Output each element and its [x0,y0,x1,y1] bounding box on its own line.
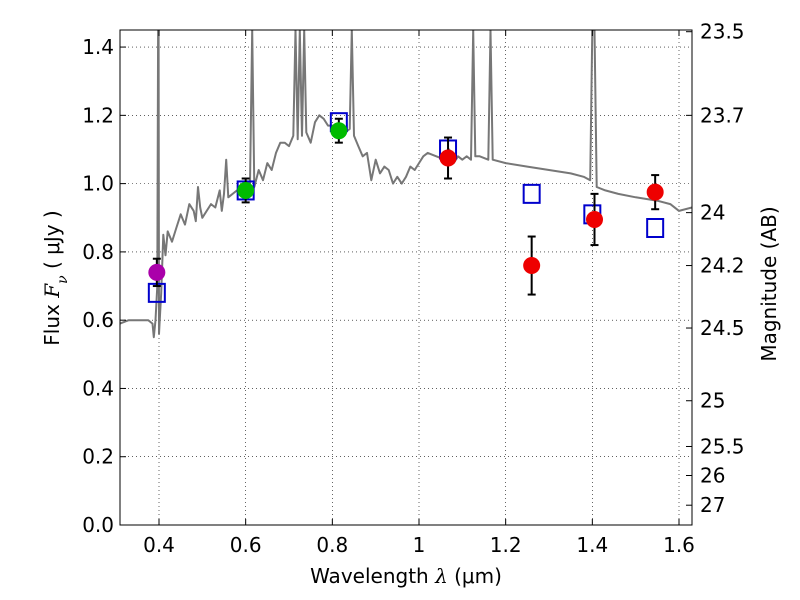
y-tick-label: 0.6 [82,308,114,332]
observed-point [237,181,255,199]
right-tick-label: 23.7 [700,103,745,127]
plot-layer [120,30,692,339]
right-tick-label: 26 [700,464,725,488]
right-tick-label: 24.2 [700,254,745,278]
y-tick-label: 0.2 [82,445,114,469]
observed-point [646,183,664,201]
model-square-marker [522,183,541,204]
y-tick-label: 0.4 [82,376,114,400]
y-tick-label: 1.4 [82,35,114,59]
right-tick-label: 27 [700,493,725,517]
right-tick-label: 25 [700,389,725,413]
x-tick-label: 0.6 [230,533,262,557]
y-axis-title: Flux Fν ( μJy ) [40,210,71,345]
plot-frame [119,29,693,526]
x-tick-label: 0.8 [316,533,348,557]
x-tick-label: 1.2 [490,533,522,557]
observed-point [439,149,457,167]
y-tick-label: 0.8 [82,240,114,264]
observed-point [330,122,348,140]
right-tick-label: 23.5 [700,20,745,44]
right-tick-label: 24 [700,201,725,225]
template-spectrum-line [120,30,692,339]
x-tick-label: 1.4 [576,533,608,557]
observed-point [523,257,541,275]
x-axis-title: Wavelength λ (μm) [310,564,502,588]
x-tick-label: 1 [413,533,426,557]
right-axis-title: Magnitude (AB) [757,206,781,361]
right-tick-label: 24.5 [700,316,745,340]
tick-layer: 0.4 0.6 0.8 1 1.2 1.4 1.6 0.0 0.2 0.4 0.6 0.8 1.0 1.2… [82,20,744,557]
model-square-marker [646,218,665,238]
y-tick-label: 0.0 [82,513,114,537]
observed-point [586,210,603,228]
y-tick-label: 1.0 [82,172,114,196]
x-tick-label: 1.6 [663,533,695,557]
y-tick-label: 1.2 [82,103,114,127]
observed-point [148,263,166,281]
right-tick-label: 25.5 [700,434,745,458]
x-tick-label: 0.4 [143,533,175,557]
